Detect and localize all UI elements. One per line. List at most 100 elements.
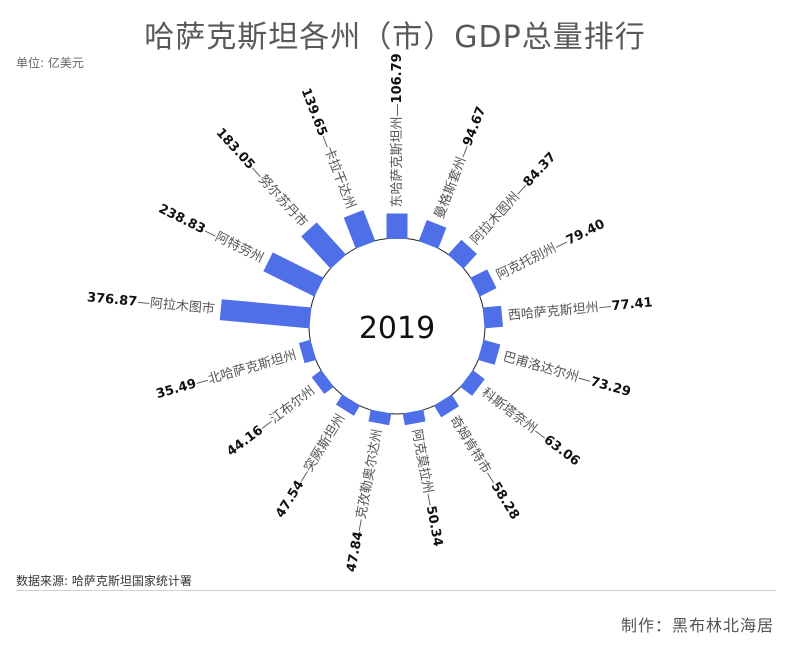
value-label: 84.37 — [520, 149, 559, 189]
value-label: 139.65 — [298, 86, 330, 138]
value-label: 106.79 — [390, 53, 405, 103]
bar-label: 47.54—突厥斯坦州 — [272, 411, 348, 521]
category-label: 阿克托别州 — [494, 240, 559, 282]
label-dash: — — [194, 372, 211, 390]
label-dash: — — [201, 223, 219, 242]
bar — [368, 409, 392, 426]
bar-label: 西哈萨克斯坦州—77.41 — [507, 295, 653, 323]
bar-label: 阿克莫拉州—50.34 — [409, 428, 446, 548]
value-label: 50.34 — [423, 505, 445, 548]
category-label: 东哈萨克斯坦州 — [390, 116, 405, 207]
bar — [470, 269, 497, 297]
bar-group — [477, 339, 501, 365]
bar — [482, 305, 504, 329]
value-label: 79.40 — [564, 216, 607, 248]
bar — [477, 339, 501, 365]
bar-label: 东哈萨克斯坦州—106.79 — [390, 53, 405, 207]
value-label: 63.06 — [541, 432, 583, 469]
source-note: 数据来源: 哈萨克斯坦国家统计署 — [16, 574, 192, 588]
value-label: 376.87 — [86, 290, 137, 310]
bar-group — [219, 299, 312, 329]
author-credit: 制作：黑布林北海居 — [620, 616, 774, 635]
category-label: 克孜勒奥尔达州 — [354, 428, 385, 520]
category-label: 曼格斯套州 — [431, 155, 469, 221]
bar-label: 47.84—克孜勒奥尔达州 — [344, 428, 385, 573]
bar-group — [368, 409, 392, 426]
center-year-label: 2019 — [359, 311, 435, 346]
label-dash: — — [390, 103, 405, 116]
bar — [343, 209, 376, 249]
value-label: 183.05 — [213, 125, 258, 172]
category-label: 巴甫洛达尔州 — [501, 349, 580, 385]
bar — [263, 252, 324, 297]
label-dash: — — [136, 294, 150, 310]
bar-group — [402, 409, 426, 426]
bar — [311, 370, 334, 395]
bar-group — [447, 239, 477, 269]
category-label: 科斯塔奈州 — [479, 385, 540, 436]
bar-label: 238.83—阿特劳州 — [156, 200, 266, 266]
unit-label: 单位: 亿美元 — [16, 56, 84, 70]
bar-label: 139.65—卡拉干达州 — [298, 86, 358, 211]
bar — [447, 239, 477, 269]
category-label: 卡拉干达州 — [321, 145, 358, 211]
bar — [386, 213, 408, 239]
value-label: 47.84 — [344, 530, 366, 573]
bar-group — [311, 370, 334, 395]
bar-group — [298, 339, 317, 364]
category-label: 突厥斯坦州 — [300, 411, 348, 475]
label-dash: — — [598, 299, 612, 315]
bar — [335, 394, 361, 416]
label-dash: — — [576, 370, 593, 388]
bar — [460, 370, 485, 396]
value-label: 35.49 — [154, 376, 198, 402]
bar-group — [470, 269, 497, 297]
bar-group — [343, 209, 376, 249]
bar-label: 奇姆肯特市—58.28 — [447, 412, 523, 522]
bar-label: 巴甫洛达尔州—73.29 — [501, 349, 632, 400]
category-label: 努尔苏丹市 — [256, 171, 312, 230]
bar-group — [263, 252, 324, 297]
value-label: 238.83 — [156, 201, 208, 237]
value-label: 47.54 — [273, 478, 307, 521]
category-label: 奇姆肯特市 — [447, 412, 495, 476]
value-label: 44.16 — [224, 422, 266, 459]
bar — [219, 299, 312, 329]
bar — [301, 222, 347, 269]
bar-label: 曼格斯套州—94.67 — [431, 104, 489, 221]
bar-group — [418, 220, 447, 249]
bar-label: 44.16—江布尔州 — [224, 383, 318, 459]
bar-label: 科斯塔奈州—63.06 — [479, 385, 583, 469]
category-label: 阿特劳州 — [213, 228, 267, 266]
bar-label: 阿拉木图州—84.37 — [468, 149, 559, 247]
category-label: 江布尔州 — [267, 383, 318, 426]
bar-group — [433, 394, 460, 418]
label-dash: — — [351, 517, 368, 533]
value-label: 58.28 — [488, 479, 522, 522]
category-label: 北哈萨克斯坦州 — [206, 348, 298, 387]
chart-title: 哈萨克斯坦各州（市）GDP总量排行 — [144, 20, 646, 55]
bar-group — [335, 394, 361, 416]
bar-group — [386, 213, 408, 239]
bar-group — [482, 305, 504, 329]
bar-label: 376.87—阿拉木图市 — [86, 289, 215, 317]
label-dash: — — [455, 143, 474, 161]
category-label: 阿拉木图市 — [149, 295, 215, 317]
bar — [402, 409, 426, 426]
bar — [298, 339, 317, 364]
value-label: 77.41 — [611, 295, 653, 314]
bar-label: 阿克托别州—79.40 — [494, 216, 607, 283]
label-dash: — — [316, 133, 335, 151]
bar-group — [460, 370, 485, 396]
bar — [418, 220, 447, 249]
category-label: 阿拉木图州 — [468, 189, 523, 247]
value-label: 94.67 — [460, 104, 489, 148]
label-dash: — — [552, 235, 570, 254]
category-label: 阿克莫拉州 — [409, 428, 436, 495]
bar-label: 183.05—努尔苏丹市 — [213, 125, 311, 231]
label-dash: — — [421, 492, 438, 508]
category-label: 西哈萨克斯坦州 — [507, 300, 599, 323]
bar-group — [301, 222, 347, 269]
bar-label: 35.49—北哈萨克斯坦州 — [154, 348, 298, 402]
